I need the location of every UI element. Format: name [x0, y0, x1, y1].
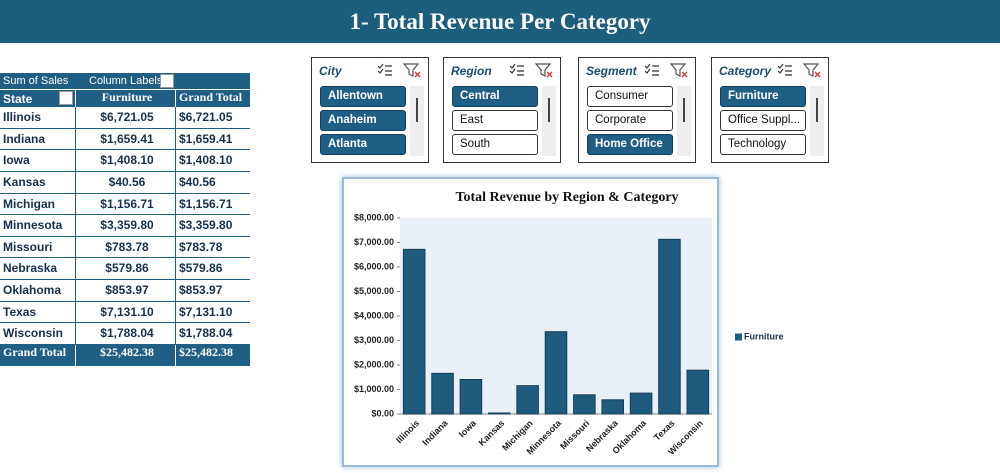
row-label: Nebraska	[0, 258, 75, 281]
slicer-item[interactable]: South	[452, 134, 538, 155]
slicer-icons[interactable]	[776, 62, 826, 78]
row-label: Oklahoma	[0, 280, 75, 302]
filter-button[interactable]	[160, 74, 174, 88]
corner-label: Sum of Sales	[0, 73, 75, 89]
value-cell: $579.86	[75, 258, 175, 281]
value-cell: $40.56	[175, 171, 250, 194]
slicer-title: Region	[451, 64, 492, 78]
value-cell: $1,156.71	[75, 193, 175, 216]
row-label: Kansas	[0, 172, 75, 194]
value-cell: $1,408.10	[75, 150, 175, 172]
value-cell: $40.56	[75, 171, 175, 194]
bar	[402, 248, 426, 415]
total-value: $25,482.38	[175, 345, 250, 366]
value-cell: $1,156.71	[175, 193, 250, 216]
slicer: City Allentown Anaheim Atlanta	[311, 57, 429, 163]
row-label: Indiana	[0, 129, 75, 151]
bar	[459, 379, 483, 415]
slicer-item[interactable]: Consumer	[587, 86, 673, 107]
slicer-item[interactable]: Allentown	[320, 86, 406, 107]
value-cell: $783.78	[75, 236, 175, 259]
value-cell: $1,408.10	[175, 150, 250, 172]
value-cell: $1,659.41	[75, 128, 175, 151]
bar	[629, 392, 653, 415]
row-label: Texas	[0, 302, 75, 324]
value-cell: $6,721.05	[75, 107, 175, 129]
y-tick-label: $8,000.00	[354, 212, 394, 222]
bar	[601, 399, 625, 415]
slicer-icons[interactable]	[643, 62, 693, 78]
bar	[487, 412, 511, 415]
slicer: Segment Consumer Corporate Home Office	[578, 57, 696, 163]
row-label: Missouri	[0, 237, 75, 259]
row-header: State	[0, 89, 75, 107]
slicer: Region Central East South	[443, 57, 561, 163]
y-tick-label: $6,000.00	[354, 261, 394, 271]
slicer-item[interactable]: Anaheim	[320, 110, 406, 131]
slicer-title: Segment	[586, 64, 637, 78]
y-tick-label: $4,000.00	[354, 310, 394, 320]
row-label: Minnesota	[0, 215, 75, 237]
value-cell: $1,788.04	[175, 323, 250, 345]
scroll-thumb	[816, 98, 818, 122]
slicer-title: City	[319, 64, 342, 78]
value-cell: $853.97	[175, 280, 250, 302]
slicer: Category Furniture Office Suppl... Technolo…	[711, 57, 829, 163]
total-value: $25,482.38	[75, 345, 175, 366]
slicer-icons[interactable]	[376, 62, 426, 78]
column-header: Furniture	[75, 89, 175, 107]
bar	[686, 369, 710, 415]
bar	[658, 238, 681, 415]
row-label: Iowa	[0, 150, 75, 172]
legend-swatch	[735, 333, 742, 341]
chart-title: Total Revenue by Region & Category	[455, 190, 678, 205]
value-cell: $853.97	[75, 280, 175, 302]
legend-label: Furniture	[744, 331, 784, 341]
slicer-item[interactable]: Furniture	[720, 86, 806, 107]
slicer-icons[interactable]	[508, 62, 558, 78]
value-cell: $579.86	[175, 258, 250, 281]
bar	[573, 394, 596, 415]
value-cell: $7,131.10	[175, 301, 250, 324]
scroll-thumb	[548, 98, 550, 122]
page-title: 1- Total Revenue Per Category	[0, 0, 1000, 43]
bar	[431, 372, 454, 415]
value-cell: $3,359.80	[75, 215, 175, 237]
value-cell: $1,788.04	[75, 323, 175, 345]
slicer-item[interactable]: Central	[452, 86, 538, 107]
y-tick-label: $5,000.00	[354, 286, 394, 296]
scroll-thumb	[683, 98, 685, 122]
bar	[516, 385, 539, 415]
dropdown-button[interactable]	[59, 91, 73, 105]
value-cell: $6,721.05	[175, 107, 250, 129]
bar	[544, 331, 568, 415]
slicer-item[interactable]: Home Office	[587, 134, 673, 155]
row-label: Michigan	[0, 194, 75, 216]
value-cell: $3,359.80	[175, 215, 250, 237]
y-tick-label: $3,000.00	[354, 335, 394, 345]
total-label: Grand Total	[0, 345, 75, 366]
value-cell: $7,131.10	[75, 301, 175, 324]
y-tick-label: $2,000.00	[354, 359, 394, 369]
scroll-thumb	[416, 98, 418, 122]
slicer-item[interactable]: East	[452, 110, 538, 131]
slicer-item[interactable]: Atlanta	[320, 134, 406, 155]
y-tick-label: $7,000.00	[354, 237, 394, 247]
y-tick-label: $1,000.00	[354, 384, 394, 394]
y-tick-label: $0.00	[371, 408, 394, 418]
row-label: Illinois	[0, 107, 75, 129]
slicer-item[interactable]: Office Suppl...	[720, 110, 806, 131]
value-cell: $1,659.41	[175, 128, 250, 151]
slicer-item[interactable]: Corporate	[587, 110, 673, 131]
slicer-title: Category	[719, 64, 772, 78]
slicer-item[interactable]: Technology	[720, 134, 806, 155]
value-cell: $783.78	[175, 236, 250, 259]
column-header: Grand Total	[175, 89, 250, 107]
row-label: Wisconsin	[0, 323, 75, 345]
